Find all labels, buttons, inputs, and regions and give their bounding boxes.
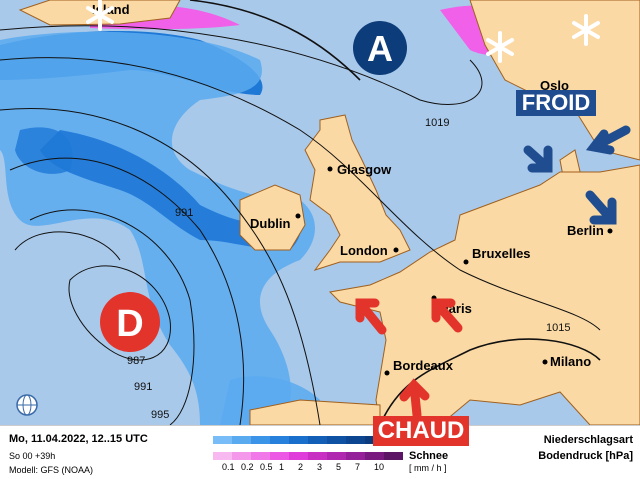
rain-color-swatch <box>232 436 251 444</box>
snow-color-swatch <box>251 452 270 460</box>
rain-color-swatch <box>213 436 232 444</box>
svg-text:1015: 1015 <box>546 322 570 334</box>
snow-color-swatch <box>365 452 384 460</box>
legend: Mo, 11.04.2022, 12..15 UTC So 00 +39h Mo… <box>0 425 640 479</box>
snow-scale <box>213 452 403 460</box>
snow-color-swatch <box>384 452 403 460</box>
rain-color-swatch <box>270 436 289 444</box>
globe-icon[interactable] <box>16 394 38 416</box>
snow-color-swatch <box>346 452 365 460</box>
rain-color-swatch <box>308 436 327 444</box>
arrow-icon <box>431 298 463 333</box>
rain-color-swatch <box>289 436 308 444</box>
land <box>18 0 640 425</box>
unit-label: [ mm / h ] <box>409 463 447 473</box>
snow-color-swatch <box>270 452 289 460</box>
low-pressure-marker <box>100 292 160 352</box>
svg-text:A: A <box>367 28 393 69</box>
snow-color-swatch <box>327 452 346 460</box>
rain-color-swatch <box>346 436 365 444</box>
warm-label: CHAUD <box>373 416 469 446</box>
rain-scale <box>213 436 384 444</box>
city-bruxelles: Bruxelles <box>472 246 531 261</box>
arrow-icon <box>585 190 617 225</box>
city-berlin: Berlin <box>567 223 604 238</box>
svg-text:987: 987 <box>127 355 145 367</box>
svg-text:991: 991 <box>175 207 193 219</box>
arrow-icon <box>585 125 631 155</box>
snow-color-swatch <box>213 452 232 460</box>
isobar-labels: 1019 991 987 991 995 1015 <box>127 117 570 421</box>
legend-title-precip: Niederschlagsart <box>543 434 633 446</box>
snow-label: Schnee <box>409 450 449 462</box>
snowflake-icon <box>86 0 114 31</box>
forecast-run: So 00 +39h <box>9 451 56 461</box>
svg-text:995: 995 <box>151 409 169 421</box>
snowflake-icon <box>572 14 600 46</box>
city-oslo: Oslo <box>540 78 569 93</box>
model-name: Modell: GFS (NOAA) <box>9 465 94 475</box>
isobars <box>0 0 601 425</box>
svg-text:1019: 1019 <box>425 117 449 129</box>
arrow-icon <box>523 145 553 173</box>
svg-text:991: 991 <box>134 381 152 393</box>
city-milano: Milano <box>550 354 591 369</box>
arrow-icon <box>399 378 430 420</box>
cold-label: FROID <box>516 90 596 116</box>
svg-text:D: D <box>116 303 143 345</box>
city-dublin: Dublin <box>250 216 290 231</box>
scale-ticks: 0.1 0.2 0.5 1 2 3 5 7 10 <box>222 462 385 472</box>
forecast-date: Mo, 11.04.2022, 12..15 UTC <box>9 433 148 445</box>
weather-map: 1019 991 987 991 995 1015 Island Oslo Gl… <box>0 0 640 425</box>
city-london: London <box>340 243 388 258</box>
snowflake-icon <box>486 31 514 63</box>
rain-color-swatch <box>327 436 346 444</box>
cities: Island Oslo Glasgow Dublin London Bruxel… <box>92 2 613 376</box>
city-bordeaux: Bordeaux <box>393 358 454 373</box>
rain-color-swatch <box>251 436 270 444</box>
city-glasgow: Glasgow <box>337 162 392 177</box>
high-pressure-marker <box>353 21 407 75</box>
snow-color-swatch <box>289 452 308 460</box>
snow-color-swatch <box>232 452 251 460</box>
arrow-icon <box>355 298 387 335</box>
snow-color-swatch <box>308 452 327 460</box>
legend-title-pressure: Bodendruck [hPa] <box>538 450 633 462</box>
